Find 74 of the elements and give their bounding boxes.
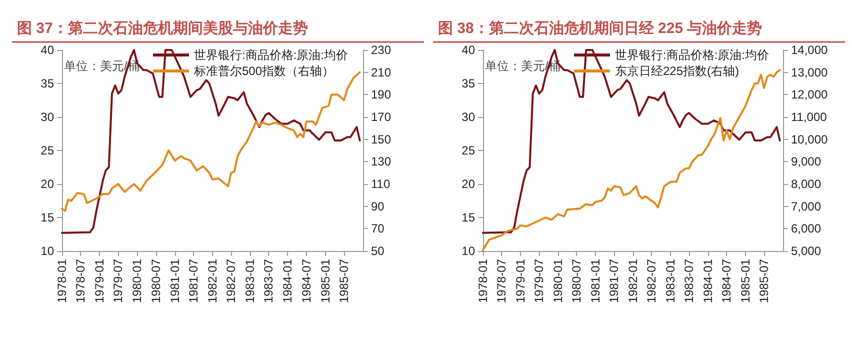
y-tick-label: 20 (40, 177, 54, 191)
x-tick-label: 1983-07 (262, 258, 276, 304)
y2-tick-label: 10,000 (791, 132, 828, 146)
x-tick-label: 1984-01 (700, 258, 715, 304)
legend-label: 世界银行:商品价格:原油:均价 (615, 48, 770, 62)
x-tick-label: 1978-01 (55, 258, 69, 304)
x-tick-label: 1984-01 (280, 258, 295, 304)
x-tick-label: 1980-01 (550, 258, 565, 304)
x-tick-label: 1981-07 (186, 258, 201, 304)
y-tick-label: 30 (462, 110, 476, 124)
y-tick-label: 10 (462, 244, 476, 258)
y-tick-label: 30 (40, 110, 54, 124)
y-tick-label: 10 (40, 244, 54, 258)
y2-tick-label: 150 (371, 132, 392, 146)
y-tick-label: 15 (462, 210, 476, 224)
x-tick-label: 1981-07 (607, 258, 622, 304)
x-tick-label: 1981-01 (588, 258, 603, 304)
x-tick-label: 1983-01 (663, 258, 678, 304)
x-tick-label: 1980-01 (130, 258, 144, 304)
x-tick-label: 1983-01 (243, 258, 258, 304)
y2-tick-label: 13,000 (791, 65, 828, 80)
x-tick-label: 1985-07 (337, 258, 352, 304)
x-tick-label: 1984-07 (720, 258, 734, 304)
x-tick-label: 1980-07 (148, 258, 163, 304)
legend-label: 标准普尔500指数（右轴） (193, 64, 334, 78)
y2-tick-label: 14,000 (791, 43, 828, 57)
y2-tick-label: 210 (371, 65, 392, 80)
y2-tick-label: 110 (371, 177, 390, 191)
x-tick-label: 1982-01 (626, 258, 640, 304)
y-tick-label: 35 (462, 76, 476, 90)
y-tick-label: 40 (462, 43, 476, 57)
line-series (482, 49, 781, 234)
x-tick-label: 1978-01 (476, 258, 490, 304)
chart-title: 图 37：第二次石油危机期间美股与油价走势 (17, 19, 308, 37)
y2-tick-label: 50 (371, 244, 385, 258)
x-tick-label: 1978-07 (494, 258, 509, 304)
chart-title: 图 38：第二次石油危机期间日经 225 与油价走势 (438, 20, 762, 37)
y2-tick-label: 70 (371, 222, 385, 236)
x-tick-label: 1982-01 (206, 258, 220, 304)
y2-tick-label: 8,000 (791, 177, 822, 191)
y2-tick-label: 130 (371, 154, 392, 169)
x-tick-label: 1985-07 (757, 258, 772, 304)
y2-tick-label: 12,000 (791, 88, 828, 102)
y-tick-label: 35 (40, 76, 54, 90)
x-tick-label: 1978-07 (74, 258, 88, 304)
y-tick-label: 20 (462, 177, 476, 191)
y2-tick-label: 230 (371, 43, 392, 57)
y2-tick-label: 6,000 (791, 222, 822, 236)
y2-tick-label: 5,000 (791, 244, 822, 258)
x-tick-label: 1980-07 (570, 258, 584, 304)
x-tick-label: 1982-07 (224, 258, 238, 304)
x-tick-label: 1979-07 (111, 258, 126, 304)
y2-tick-label: 9,000 (791, 154, 822, 169)
legend-label: 东京日经225指数(右轴) (615, 64, 740, 78)
x-tick-label: 1982-07 (644, 258, 659, 304)
line-series (61, 49, 361, 234)
y-tick-label: 40 (40, 43, 54, 57)
y2-tick-label: 7,000 (791, 199, 822, 214)
x-tick-label: 1983-07 (682, 258, 696, 304)
x-tick-label: 1979-01 (513, 258, 528, 304)
y-tick-label: 25 (40, 144, 54, 158)
y2-tick-label: 90 (371, 199, 385, 214)
x-tick-label: 1981-01 (168, 258, 182, 304)
y-tick-label: 15 (40, 210, 54, 224)
x-tick-label: 1984-07 (299, 258, 314, 304)
y-tick-label: 25 (462, 144, 476, 158)
x-tick-label: 1979-01 (92, 258, 107, 304)
y2-tick-label: 170 (371, 110, 392, 124)
x-tick-label: 1979-07 (532, 258, 546, 304)
legend-label: 世界银行:商品价格:原油:均价 (194, 48, 348, 62)
x-tick-label: 1985-01 (318, 258, 332, 304)
y2-tick-label: 190 (371, 88, 392, 102)
y2-tick-label: 11,000 (791, 110, 828, 124)
x-tick-label: 1985-01 (738, 258, 753, 304)
